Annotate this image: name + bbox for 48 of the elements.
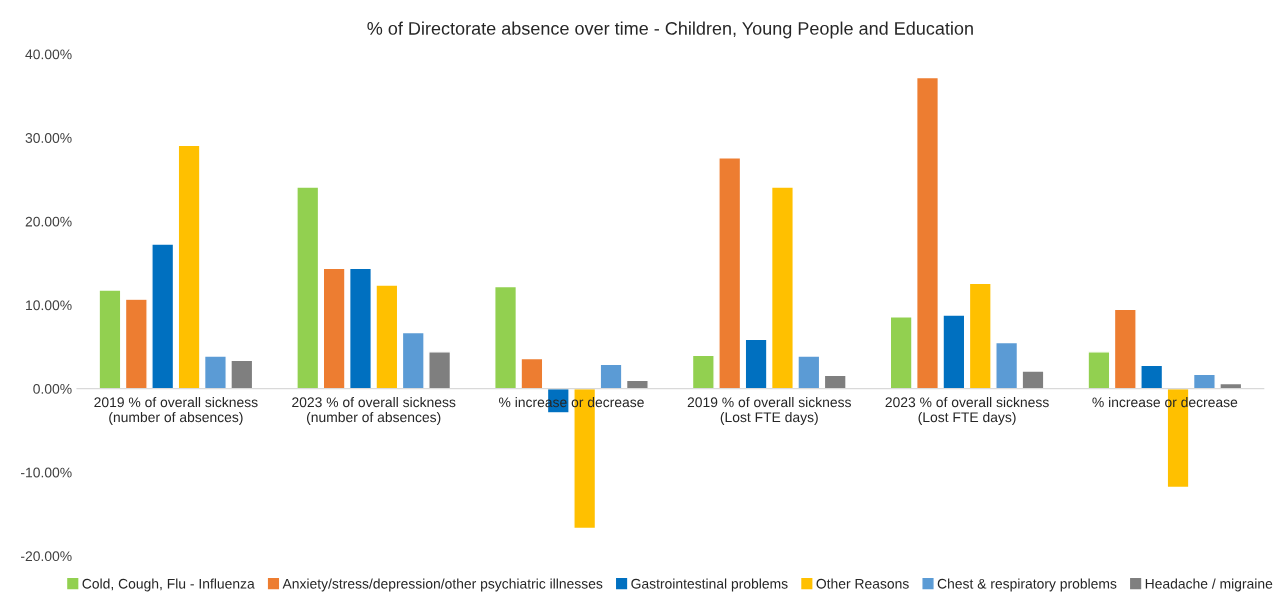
bar	[401, 331, 425, 390]
bar	[995, 341, 1019, 390]
y-tick-label: 20.00%	[25, 216, 72, 227]
bar	[428, 351, 452, 390]
bar	[230, 359, 254, 390]
legend-label: Gastrointestinal problems	[631, 578, 788, 592]
y-tick-label: 30.00%	[25, 133, 72, 143]
bar	[942, 314, 966, 390]
bar	[1021, 370, 1045, 390]
bar	[296, 186, 320, 390]
bar	[797, 355, 821, 390]
bar	[375, 284, 399, 390]
bar	[494, 285, 518, 390]
bar	[915, 76, 940, 390]
bar	[1140, 364, 1164, 390]
bar	[520, 357, 544, 390]
legend-label: Chest & respiratory problems	[937, 578, 1117, 592]
bar	[1192, 373, 1216, 390]
bar	[599, 363, 623, 390]
bar	[348, 267, 372, 390]
bar	[98, 289, 122, 390]
chart-title: % of Directorate absence over time - Children, Young People and Education	[367, 21, 973, 39]
legend-label: Anxiety/stress/depression/other psychiatric illnesses	[282, 578, 603, 592]
y-tick-label: 0.00%	[33, 383, 72, 394]
bar	[770, 186, 794, 390]
legend-label: Cold, Cough, Flu - Influenza	[82, 578, 255, 592]
bar	[203, 355, 227, 390]
y-tick-label: -10.00%	[21, 467, 72, 478]
x-tick-label: 2019 % of overall sickness (Lost FTE days)	[687, 396, 851, 425]
bar	[151, 243, 175, 390]
legend-label: Other Reasons	[816, 578, 909, 589]
legend-label: Headache / migraine	[1145, 578, 1273, 592]
y-tick-label: -20.00%	[21, 551, 72, 562]
bar	[177, 144, 201, 390]
bar	[968, 282, 992, 390]
x-tick-label: 2019 % of overall sickness (number of absences)	[94, 396, 258, 425]
x-tick-label: 2023 % of overall sickness (number of absences)	[292, 396, 456, 425]
bar	[1087, 351, 1111, 390]
x-tick-label: 2023 % of overall sickness (Lost FTE days)	[885, 396, 1049, 425]
bar	[889, 316, 913, 390]
bar	[718, 157, 742, 390]
bar	[691, 354, 715, 390]
bar	[1113, 308, 1137, 390]
bar	[124, 298, 148, 390]
y-tick-label: 40.00%	[25, 49, 72, 60]
bar	[744, 338, 768, 390]
y-tick-label: 10.00%	[26, 300, 72, 311]
bar	[322, 267, 346, 390]
